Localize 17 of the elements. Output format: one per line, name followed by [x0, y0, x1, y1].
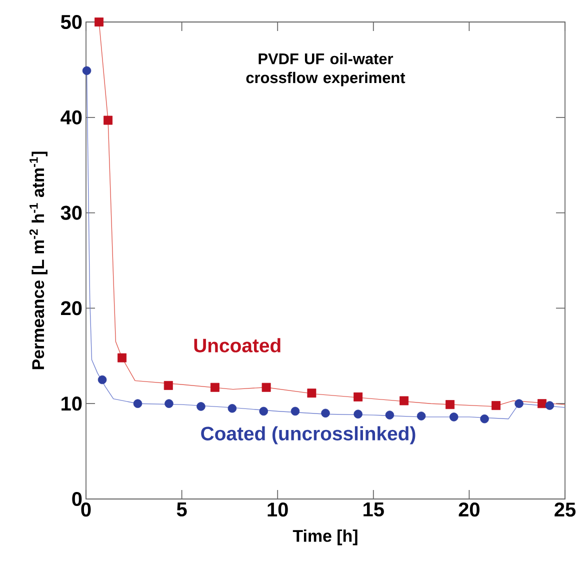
y-tick-label: 0 — [72, 492, 82, 506]
x-tick-label: 15 — [364, 502, 384, 516]
y-axis-title: Permeance [L m$^{-2}$ h$^{-1}$ atm$^{-1}$] — [29, 152, 48, 370]
y-tick-label: 40 — [60, 110, 82, 124]
x-tick-label: 5 — [176, 502, 187, 516]
y-tick-label: 30 — [60, 206, 82, 220]
series-label: Coated (uncrosslinked) — [201, 426, 416, 444]
x-tick-label: 10 — [268, 502, 288, 517]
x-tick-label: 0 — [81, 502, 91, 517]
y-tick-label: 20 — [61, 301, 82, 316]
x-tick-label: 25 — [554, 502, 576, 517]
text: PVDF UF oil-water crossflow experiment — [246, 52, 406, 86]
series-label: Uncoated — [194, 338, 280, 352]
y-tick-label: 10 — [62, 396, 82, 411]
x-axis-title: Time [h] — [292, 529, 358, 546]
x-tick-label: 20 — [458, 502, 480, 517]
y-tick-label: 50 — [60, 14, 82, 30]
